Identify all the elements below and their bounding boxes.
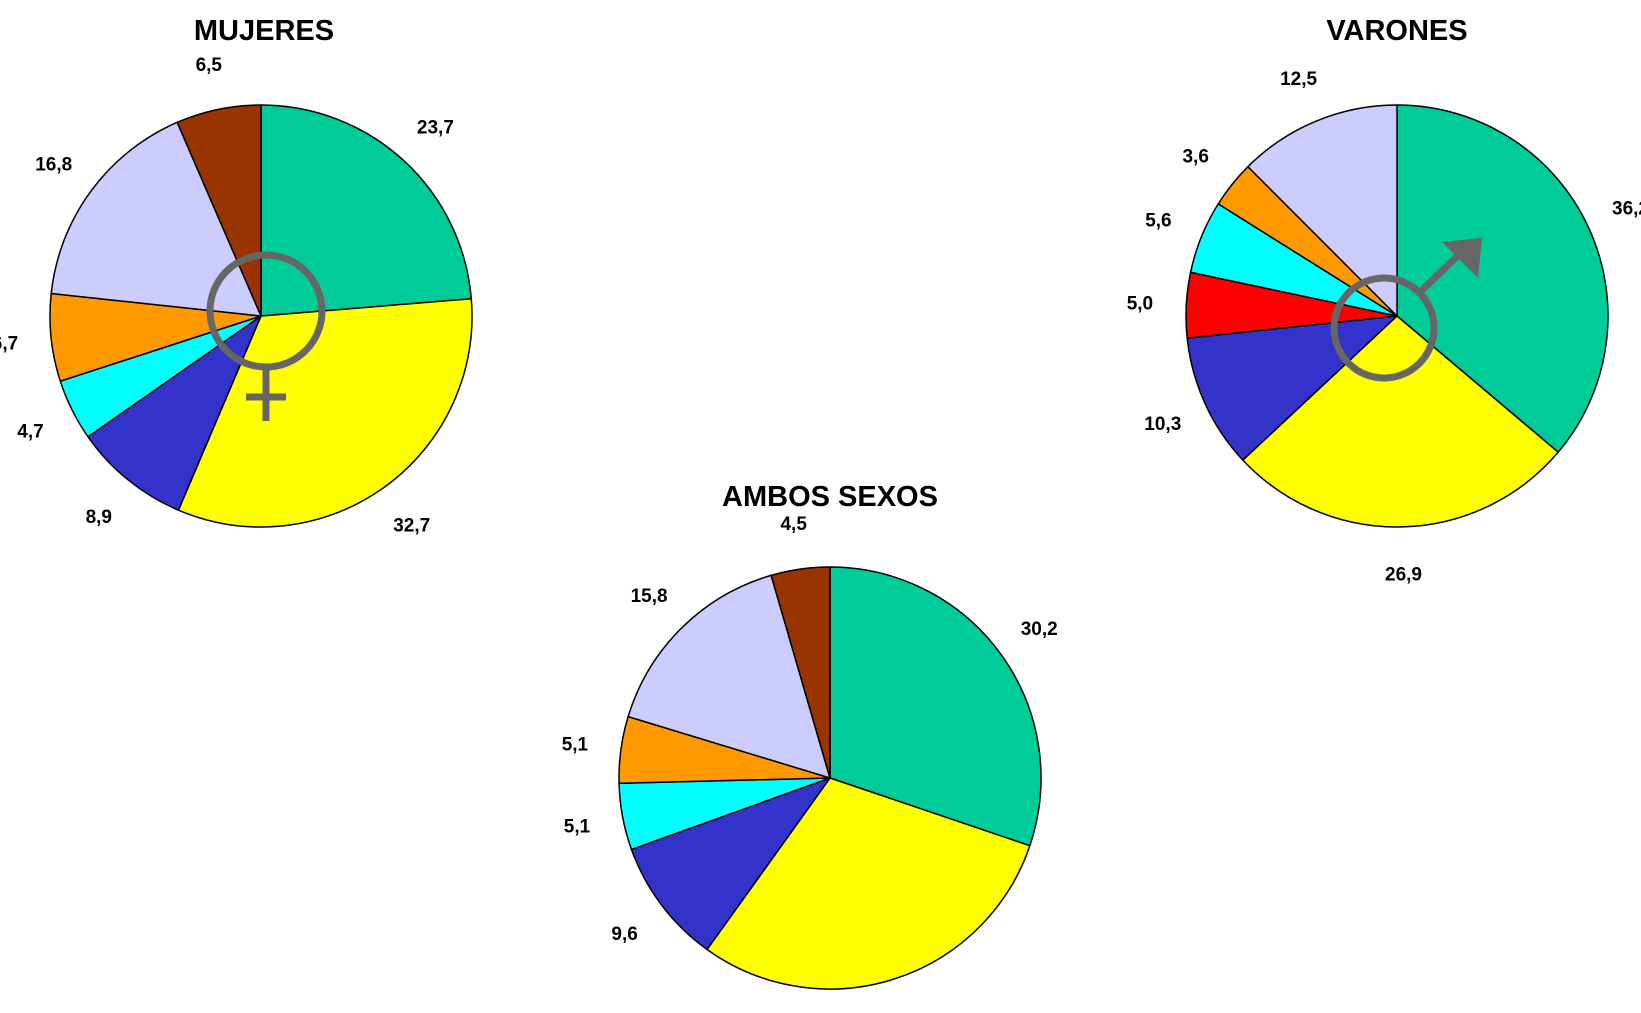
chart-title-varones: VARONES: [1326, 15, 1467, 47]
pie-varones: 36,2 26,9 10,3 5,0 5,6 3,6 12,5: [1127, 69, 1641, 585]
data-label-varones-5: 3,6: [1182, 147, 1208, 168]
data-label-mujeres-2: 8,9: [86, 507, 112, 528]
pie-slice-mujeres-5: [50, 121, 262, 317]
data-label-varones-2: 10,3: [1144, 414, 1181, 435]
data-label-mujeres-6: 6,5: [196, 55, 223, 76]
data-label-varones-6: 12,5: [1280, 69, 1317, 90]
data-label-varones-1: 26,9: [1385, 564, 1422, 585]
data-label-ambos-sexos-2: 9,6: [611, 924, 637, 945]
chart-title-mujeres: MUJERES: [194, 15, 334, 47]
pie-mujeres: 23,7 32,7 8,9 4,7 6,7 16,8 6,5: [0, 55, 473, 537]
data-label-ambos-sexos-4: 5,1: [562, 734, 589, 755]
pie-slice-mujeres-0: [260, 104, 473, 317]
data-label-mujeres-0: 23,7: [417, 118, 454, 139]
pie-slice-varones-0: [1396, 104, 1609, 453]
data-label-mujeres-3: 4,7: [17, 422, 43, 443]
data-label-ambos-sexos-0: 30,2: [1021, 619, 1058, 640]
data-label-ambos-sexos-3: 5,1: [564, 816, 591, 837]
data-label-ambos-sexos-5: 15,8: [631, 586, 668, 607]
data-label-mujeres-1: 32,7: [393, 516, 430, 537]
data-label-mujeres-5: 16,8: [35, 154, 72, 175]
male-symbol-icon: [1330, 238, 1482, 382]
pie-slice-ambos-sexos-1: [706, 777, 1031, 990]
pie-slice-mujeres-1: [177, 298, 473, 528]
pie-slice-ambos-sexos-6: [770, 566, 831, 779]
data-label-ambos-sexos-6: 4,5: [780, 514, 807, 535]
data-label-varones-3: 5,0: [1127, 294, 1153, 315]
pie-slice-varones-2: [1186, 315, 1398, 461]
female-symbol-icon: [206, 251, 326, 421]
pie-slice-varones-1: [1242, 315, 1559, 528]
pie-slice-ambos-sexos-2: [630, 777, 831, 951]
pie-slice-varones-6: [1247, 104, 1398, 317]
pie-slice-ambos-sexos-5: [627, 574, 831, 779]
data-label-varones-4: 5,6: [1145, 211, 1171, 232]
data-label-mujeres-4: 6,7: [0, 334, 18, 355]
pie-slice-ambos-sexos-0: [829, 566, 1042, 847]
data-label-varones-0: 36,2: [1612, 199, 1641, 220]
pie-ambos-sexos: 30,229,79,65,15,115,84,5: [562, 514, 1058, 990]
chart-title-ambos-sexos: AMBOS SEXOS: [722, 481, 938, 513]
pie-slice-mujeres-2: [87, 315, 262, 511]
